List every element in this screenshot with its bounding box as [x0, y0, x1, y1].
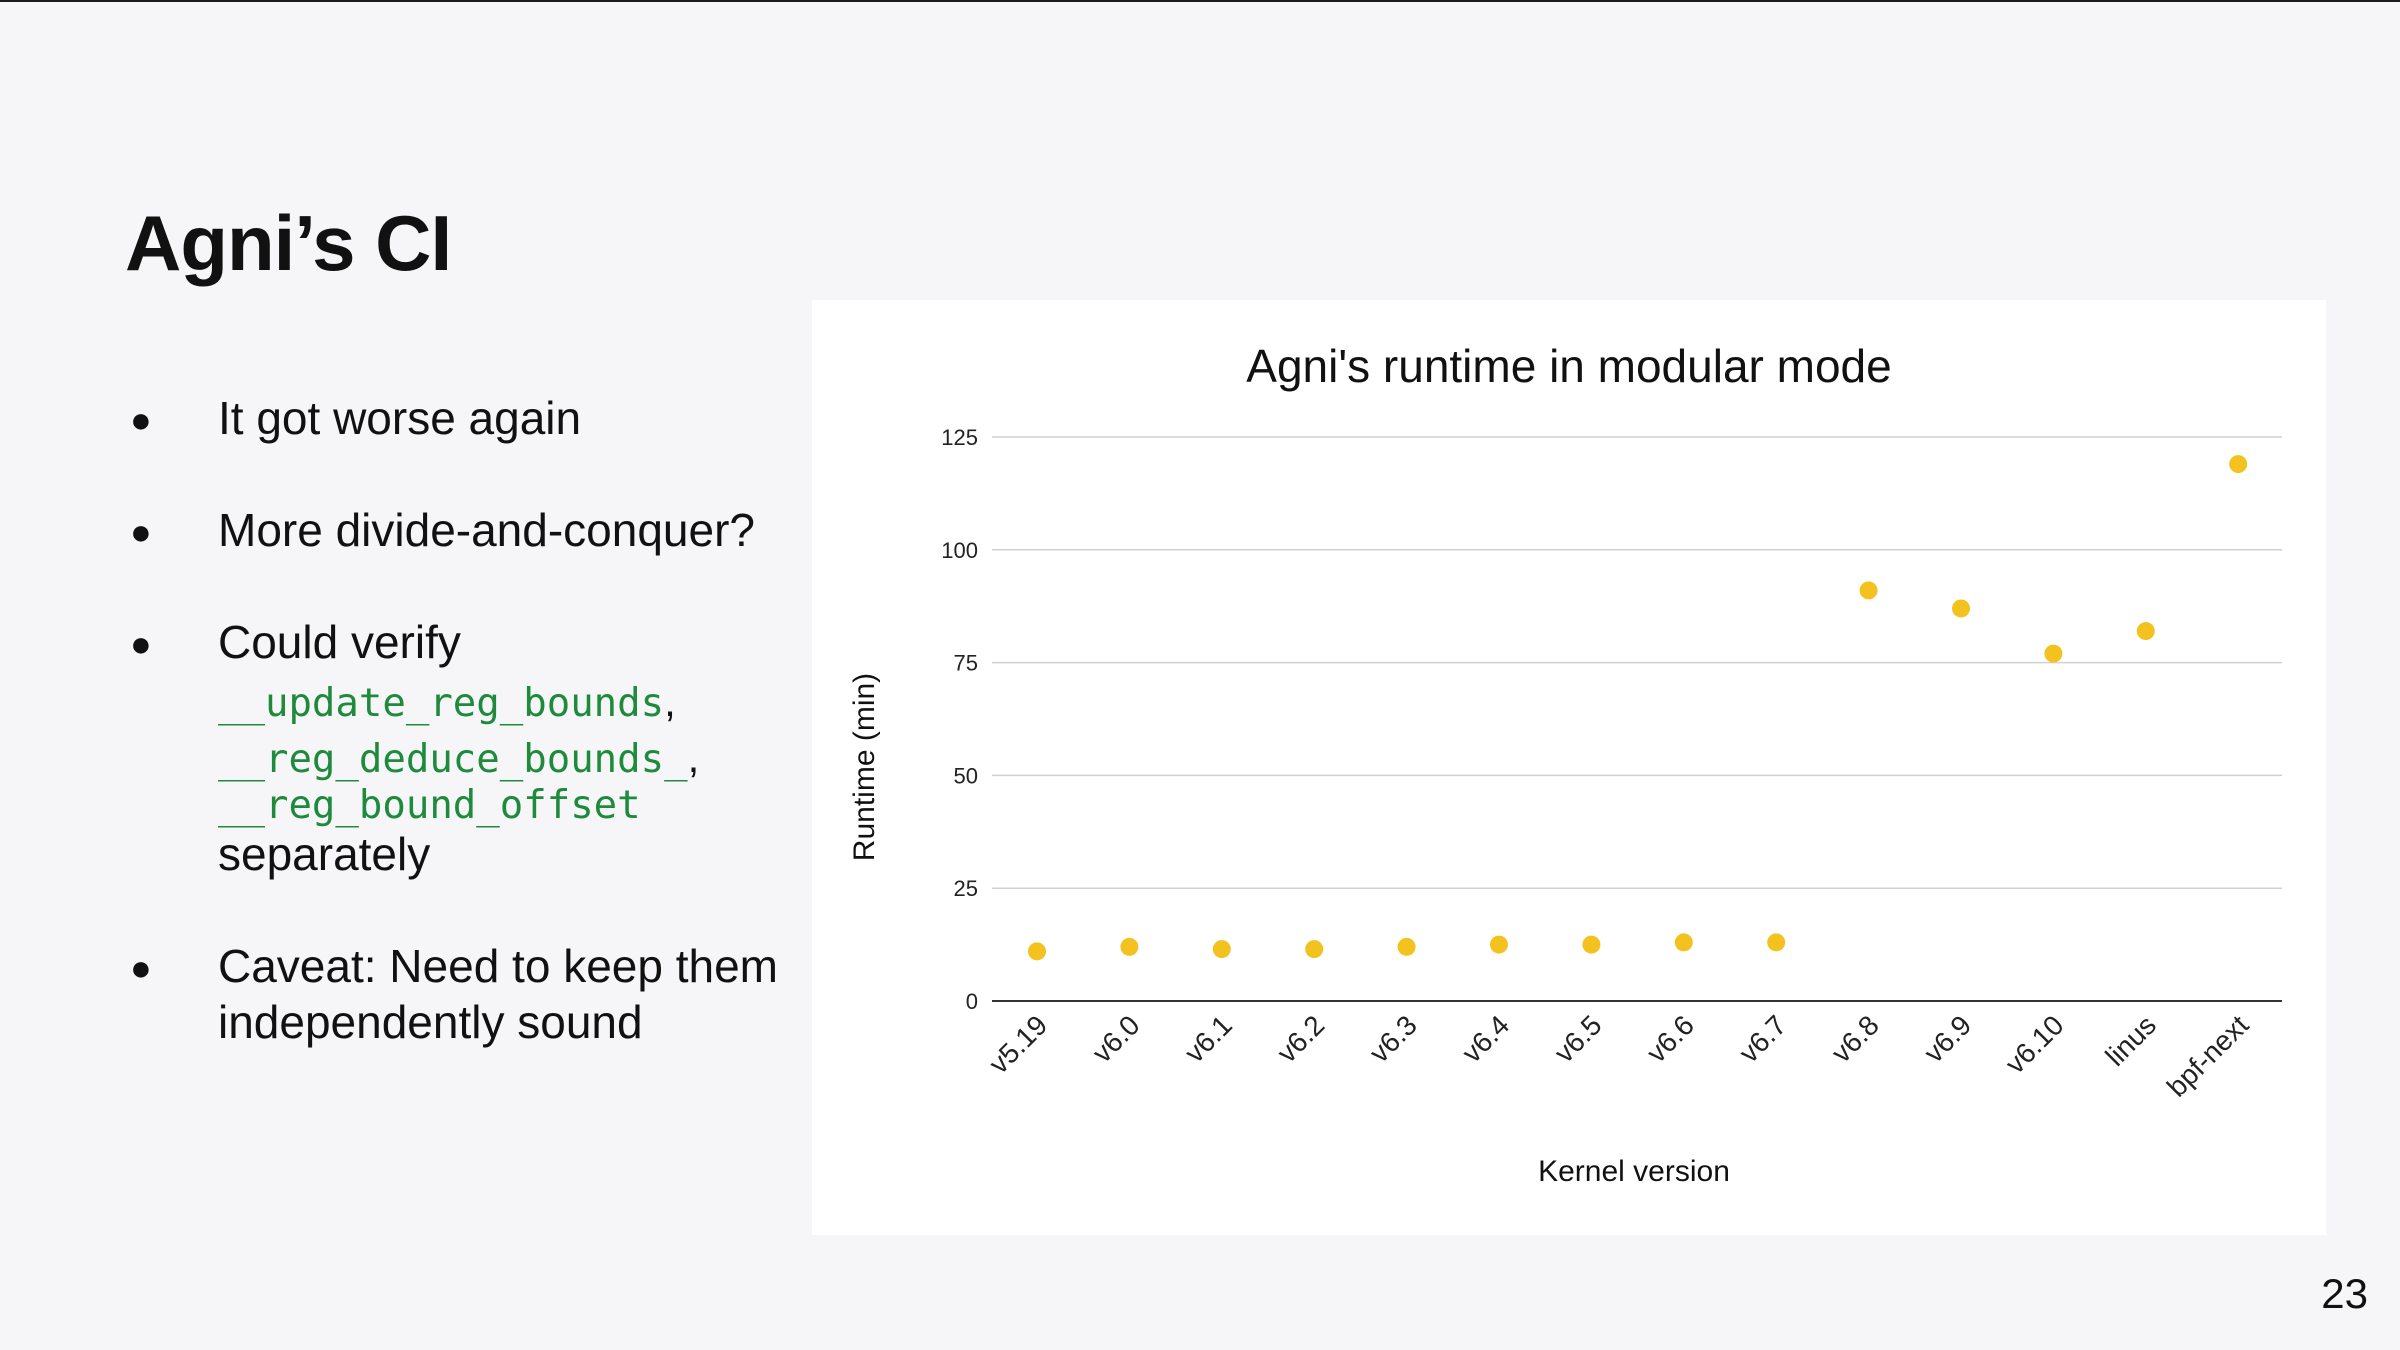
x-tick-label: v6.1: [1179, 1009, 1238, 1068]
top-border: [0, 0, 2400, 2]
y-tick-label: 25: [954, 876, 978, 901]
y-tick-label: 50: [954, 763, 978, 788]
bullet-dot: ●: [130, 399, 152, 440]
data-point: [2229, 455, 2248, 474]
x-tick-label: v6.10: [1999, 1009, 2069, 1079]
x-tick-label: linus: [2099, 1009, 2162, 1072]
code-snippet: __reg_bound_offset: [218, 780, 641, 832]
data-point: [1305, 940, 1324, 959]
code-identifier: __update_reg_bounds: [218, 681, 665, 726]
x-tick-label: v6.2: [1271, 1009, 1330, 1068]
data-point: [1859, 581, 1878, 600]
bullet-dot: ●: [130, 511, 152, 552]
bullet-text: More divide-and-conquer?: [218, 504, 755, 556]
x-tick-label: v6.5: [1548, 1009, 1607, 1068]
x-axis-label: Kernel version: [1538, 1155, 1730, 1188]
data-point: [2044, 644, 2063, 663]
data-point: [1952, 599, 1970, 618]
bullet-dot: ●: [130, 623, 152, 664]
code-snippet: __update_reg_bounds,: [218, 676, 676, 730]
y-axis-label: Runtime (min): [848, 673, 881, 861]
x-tick-label: v5.19: [983, 1009, 1053, 1079]
code-snippet: __reg_deduce_bounds_,: [218, 732, 699, 786]
x-tick-label: v6.0: [1086, 1009, 1145, 1068]
code-identifier: __reg_deduce_bounds_: [218, 737, 688, 782]
x-tick-label: bpf-next: [2161, 1009, 2255, 1103]
data-point: [1397, 937, 1416, 956]
code-identifier: __reg_bound_offset: [218, 783, 641, 828]
data-point: [2136, 622, 2155, 641]
x-tick-label: v6.9: [1918, 1009, 1977, 1068]
data-point: [1490, 935, 1508, 954]
y-tick-label: 125: [941, 425, 978, 450]
y-tick-label: 100: [941, 538, 978, 563]
page-number: 23: [2321, 1270, 2368, 1317]
x-tick-label: v6.3: [1363, 1009, 1422, 1068]
bullet-text: separately: [218, 828, 431, 880]
y-tick-label: 75: [954, 651, 978, 676]
data-point: [1674, 933, 1693, 952]
data-point: [1582, 935, 1601, 954]
x-tick-label: v6.6: [1641, 1009, 1700, 1068]
chart-title: Agni's runtime in modular mode: [1246, 340, 1891, 392]
code-separator: ,: [664, 678, 676, 725]
x-tick-label: v6.4: [1456, 1009, 1515, 1068]
y-tick-label: 0: [966, 989, 978, 1014]
data-point: [1120, 937, 1139, 956]
bullet-dot: ●: [130, 947, 152, 988]
chart-panel: Agni's runtime in modular mode Runtime (…: [812, 300, 2326, 1235]
slide-title: Agni’s CI: [125, 199, 452, 287]
x-tick-label: v6.8: [1825, 1009, 1884, 1068]
bullet-text: Could verify: [218, 616, 461, 668]
code-separator: ,: [687, 734, 700, 781]
data-point: [1212, 940, 1231, 959]
bullet-text: It got worse again: [218, 392, 582, 444]
bullet-text: independently sound: [218, 996, 643, 1048]
data-point: [1028, 942, 1046, 961]
data-point: [1767, 933, 1786, 952]
scatter-chart: Agni's runtime in modular mode Runtime (…: [848, 340, 2282, 1188]
bullet-text: Caveat: Need to keep them: [218, 940, 778, 992]
x-tick-label: v6.7: [1733, 1009, 1792, 1068]
